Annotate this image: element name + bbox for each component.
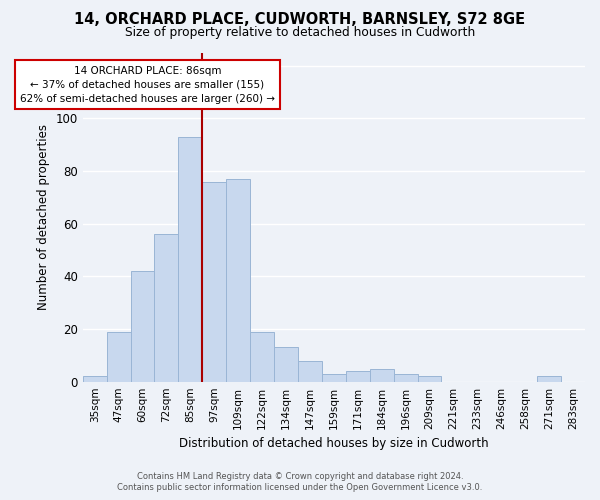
Bar (107, 332, 131, 382)
Bar (274, 348, 298, 382)
Text: 14 ORCHARD PLACE: 86sqm
← 37% of detached houses are smaller (155)
62% of semi-d: 14 ORCHARD PLACE: 86sqm ← 37% of detache… (20, 66, 275, 104)
X-axis label: Distribution of detached houses by size in Cudworth: Distribution of detached houses by size … (179, 437, 488, 450)
Bar (298, 360, 322, 382)
Bar (418, 376, 442, 382)
Bar (537, 376, 561, 382)
Text: 14, ORCHARD PLACE, CUDWORTH, BARNSLEY, S72 8GE: 14, ORCHARD PLACE, CUDWORTH, BARNSLEY, S… (74, 12, 526, 28)
Bar (394, 374, 418, 382)
Text: Contains HM Land Registry data © Crown copyright and database right 2024.
Contai: Contains HM Land Registry data © Crown c… (118, 472, 482, 492)
Bar (226, 179, 250, 382)
Y-axis label: Number of detached properties: Number of detached properties (37, 124, 50, 310)
Bar (202, 182, 226, 382)
Bar (370, 368, 394, 382)
Bar (154, 234, 178, 382)
Text: Size of property relative to detached houses in Cudworth: Size of property relative to detached ho… (125, 26, 475, 39)
Bar (178, 137, 202, 382)
Bar (346, 371, 370, 382)
Bar (83, 376, 107, 382)
Bar (131, 271, 154, 382)
Bar (322, 374, 346, 382)
Bar (250, 332, 274, 382)
